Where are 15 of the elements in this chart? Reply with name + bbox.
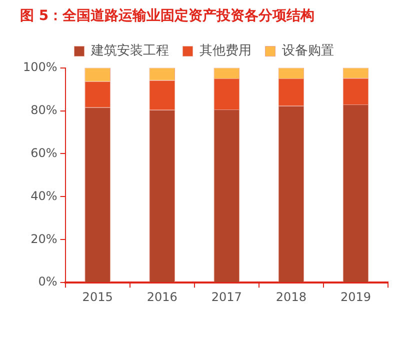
y-tick-label: 80% <box>30 102 58 117</box>
y-tick-label: 0% <box>38 274 58 289</box>
legend-label: 其他费用 <box>199 44 252 59</box>
x-tick-label: 2017 <box>211 290 242 304</box>
y-tick-label: 60% <box>30 146 58 160</box>
y-tick-label: 100% <box>22 60 58 74</box>
legend-label: 设备购置 <box>282 44 334 59</box>
x-tick-label: 2015 <box>82 290 113 304</box>
x-tick-label: 2018 <box>276 290 306 304</box>
y-tick-label: 40% <box>30 188 58 203</box>
x-tick-label: 2019 <box>340 290 372 304</box>
x-tick-label: 2016 <box>146 290 178 304</box>
legend-label: 建筑安装工程 <box>90 42 169 59</box>
chart-title: 图 5：全国道路运输业固定资产投资各分项结构 <box>20 7 315 24</box>
y-tick-label: 20% <box>30 232 58 246</box>
